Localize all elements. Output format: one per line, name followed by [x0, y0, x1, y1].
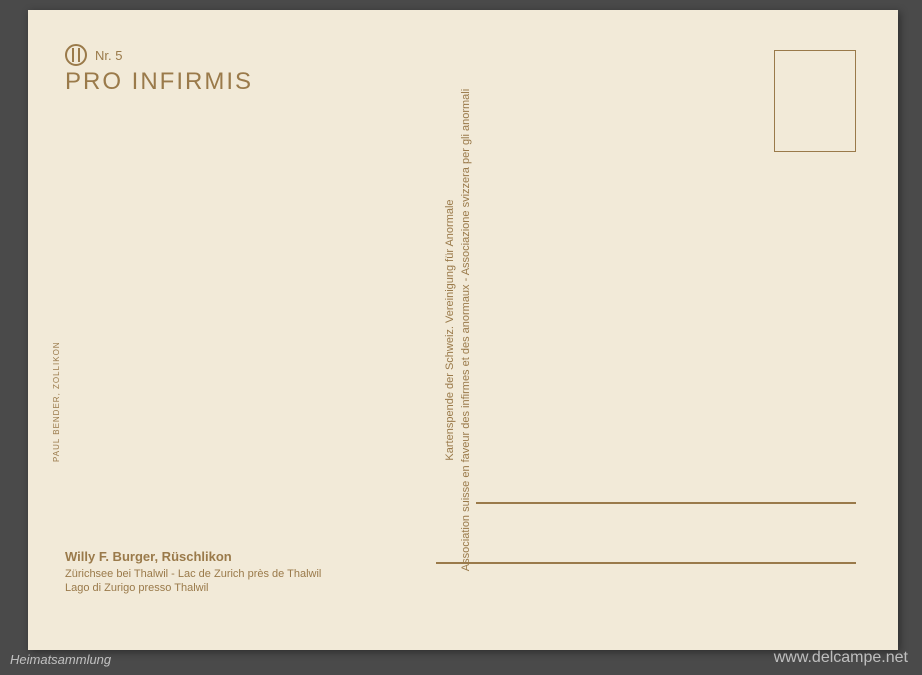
- caption-it: Lago di Zurigo presso Thalwil: [65, 582, 208, 594]
- watermark-right: www.delcampe.net: [774, 649, 908, 667]
- postcard: Nr. 5 PRO INFIRMIS Kartenspende der Schw…: [28, 10, 898, 650]
- logo-icon: [65, 44, 87, 66]
- logo-inner-icon: [72, 48, 80, 62]
- divider-line-fr-it: Association suisse en faveur des infirme…: [460, 50, 472, 610]
- card-inner: Nr. 5 PRO INFIRMIS Kartenspende der Schw…: [40, 22, 886, 638]
- center-divider-text: Kartenspende der Schweiz. Vereinigung fü…: [444, 50, 472, 610]
- org-title: PRO INFIRMIS: [65, 68, 253, 96]
- issue-number: Nr. 5: [95, 48, 122, 63]
- divider-line-de: Kartenspende der Schweiz. Vereinigung fü…: [444, 50, 456, 610]
- watermark-left: Heimatsammlung: [10, 652, 111, 667]
- artist-credit: Willy F. Burger, Rüschlikon: [65, 549, 232, 564]
- printer-credit: PAUL BENDER, ZOLLIKON: [52, 341, 61, 462]
- stamp-placeholder: [774, 50, 856, 152]
- caption-de-fr: Zürichsee bei Thalwil - Lac de Zurich pr…: [65, 568, 321, 580]
- address-rule-1: [476, 502, 856, 504]
- address-rule-2: [436, 562, 856, 564]
